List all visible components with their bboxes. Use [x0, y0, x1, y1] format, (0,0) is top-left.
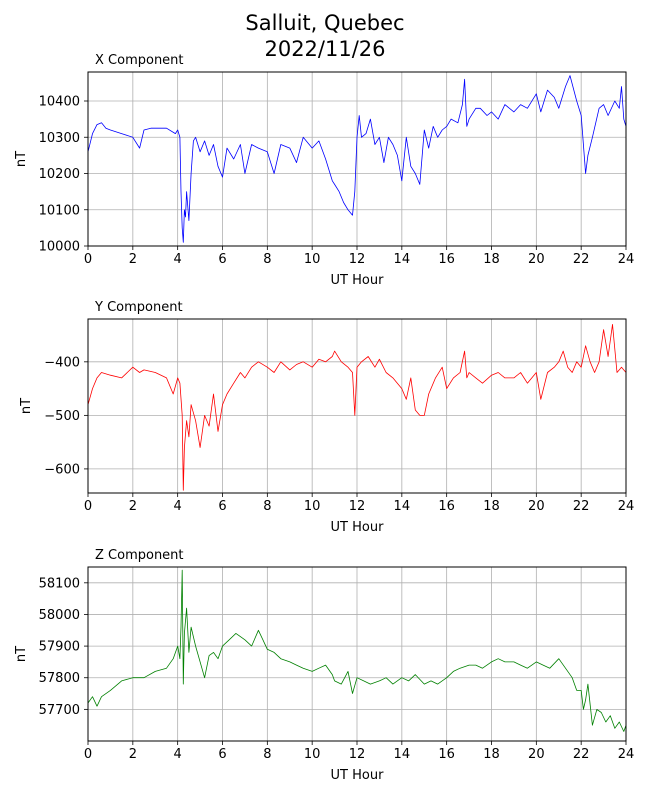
y-x-tick-label: 0	[84, 499, 92, 514]
y-y-tick-label: −400	[44, 355, 80, 370]
y-x-tick-label: 4	[174, 499, 182, 514]
x-x-tick-label: 22	[573, 252, 590, 267]
z-x-tick-label: 10	[304, 747, 321, 762]
z-x-tick-label: 24	[618, 747, 635, 762]
y-x-tick-label: 6	[218, 499, 226, 514]
z-plot-frame	[87, 566, 627, 742]
z-x-tick-label: 22	[573, 747, 590, 762]
x-y-tick-label: 10300	[39, 131, 80, 146]
figure-title: Salluit, Quebec 2022/11/26	[0, 10, 650, 62]
z-x-axis-label: UT Hour	[331, 768, 385, 783]
x-x-tick-label: 4	[174, 252, 182, 267]
x-component-line	[87, 75, 627, 243]
y-y-axis-label: nT	[19, 398, 34, 414]
x-y-axis-label: nT	[14, 151, 29, 167]
z-y-tick-label: 57900	[39, 640, 80, 655]
x-x-tick-label: 20	[528, 252, 545, 267]
x-x-tick-label: 24	[618, 252, 635, 267]
x-x-tick-label: 10	[304, 252, 321, 267]
x-y-tick-label: 10200	[39, 167, 80, 182]
y-x-tick-label: 12	[349, 499, 366, 514]
y-plot-frame	[87, 318, 627, 494]
z-x-tick-label: 6	[218, 747, 226, 762]
y-x-tick-label: 14	[394, 499, 411, 514]
y-component-line	[87, 323, 627, 491]
z-y-tick-label: 57800	[39, 671, 80, 686]
z-x-tick-label: 14	[394, 747, 411, 762]
z-x-tick-label: 20	[528, 747, 545, 762]
y-x-axis-label: UT Hour	[331, 520, 385, 535]
x-x-tick-label: 12	[349, 252, 366, 267]
y-x-tick-label: 2	[129, 499, 137, 514]
x-plot-frame	[87, 71, 627, 247]
x-x-tick-label: 0	[84, 252, 92, 267]
x-x-tick-label: 14	[394, 252, 411, 267]
y-y-tick-label: −500	[44, 409, 80, 424]
y-x-tick-label: 10	[304, 499, 321, 514]
y-x-tick-label: 24	[618, 499, 635, 514]
z-x-tick-label: 4	[174, 747, 182, 762]
y-x-tick-label: 18	[483, 499, 500, 514]
y-y-tick-label: −600	[44, 462, 80, 477]
z-x-tick-label: 16	[438, 747, 455, 762]
x-x-axis-label: UT Hour	[331, 273, 385, 288]
z-y-axis-label: nT	[14, 646, 29, 662]
y-x-tick-label: 16	[438, 499, 455, 514]
z-component-title: Z Component	[95, 548, 184, 563]
x-x-tick-label: 16	[438, 252, 455, 267]
figure-title-date: 2022/11/26	[264, 37, 386, 61]
z-x-tick-label: 12	[349, 747, 366, 762]
x-component-title: X Component	[95, 53, 184, 68]
figure-title-location: Salluit, Quebec	[245, 11, 405, 35]
z-component-line	[87, 569, 627, 732]
z-y-tick-label: 58100	[39, 576, 80, 591]
y-x-tick-label: 20	[528, 499, 545, 514]
y-x-tick-label: 8	[263, 499, 271, 514]
z-x-tick-label: 8	[263, 747, 271, 762]
z-x-tick-label: 0	[84, 747, 92, 762]
x-y-tick-label: 10000	[39, 240, 80, 255]
z-y-tick-label: 57700	[39, 703, 80, 718]
z-x-tick-label: 2	[129, 747, 137, 762]
x-x-tick-label: 6	[218, 252, 226, 267]
y-component-title: Y Component	[94, 300, 183, 315]
x-y-tick-label: 10100	[39, 203, 80, 218]
x-x-tick-label: 18	[483, 252, 500, 267]
z-y-tick-label: 58000	[39, 608, 80, 623]
x-x-tick-label: 8	[263, 252, 271, 267]
x-x-tick-label: 2	[129, 252, 137, 267]
y-x-tick-label: 22	[573, 499, 590, 514]
x-y-tick-label: 10400	[39, 95, 80, 110]
z-x-tick-label: 18	[483, 747, 500, 762]
